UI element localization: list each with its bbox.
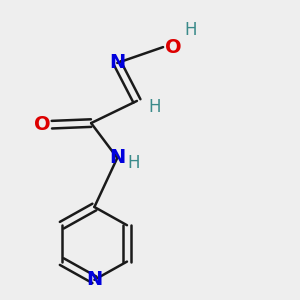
Text: O: O xyxy=(34,115,50,134)
Text: N: N xyxy=(109,53,125,72)
Text: H: H xyxy=(128,154,140,172)
Text: N: N xyxy=(109,148,125,167)
Text: N: N xyxy=(86,270,103,289)
Text: H: H xyxy=(184,21,197,39)
Text: O: O xyxy=(165,38,181,57)
Text: H: H xyxy=(149,98,161,116)
